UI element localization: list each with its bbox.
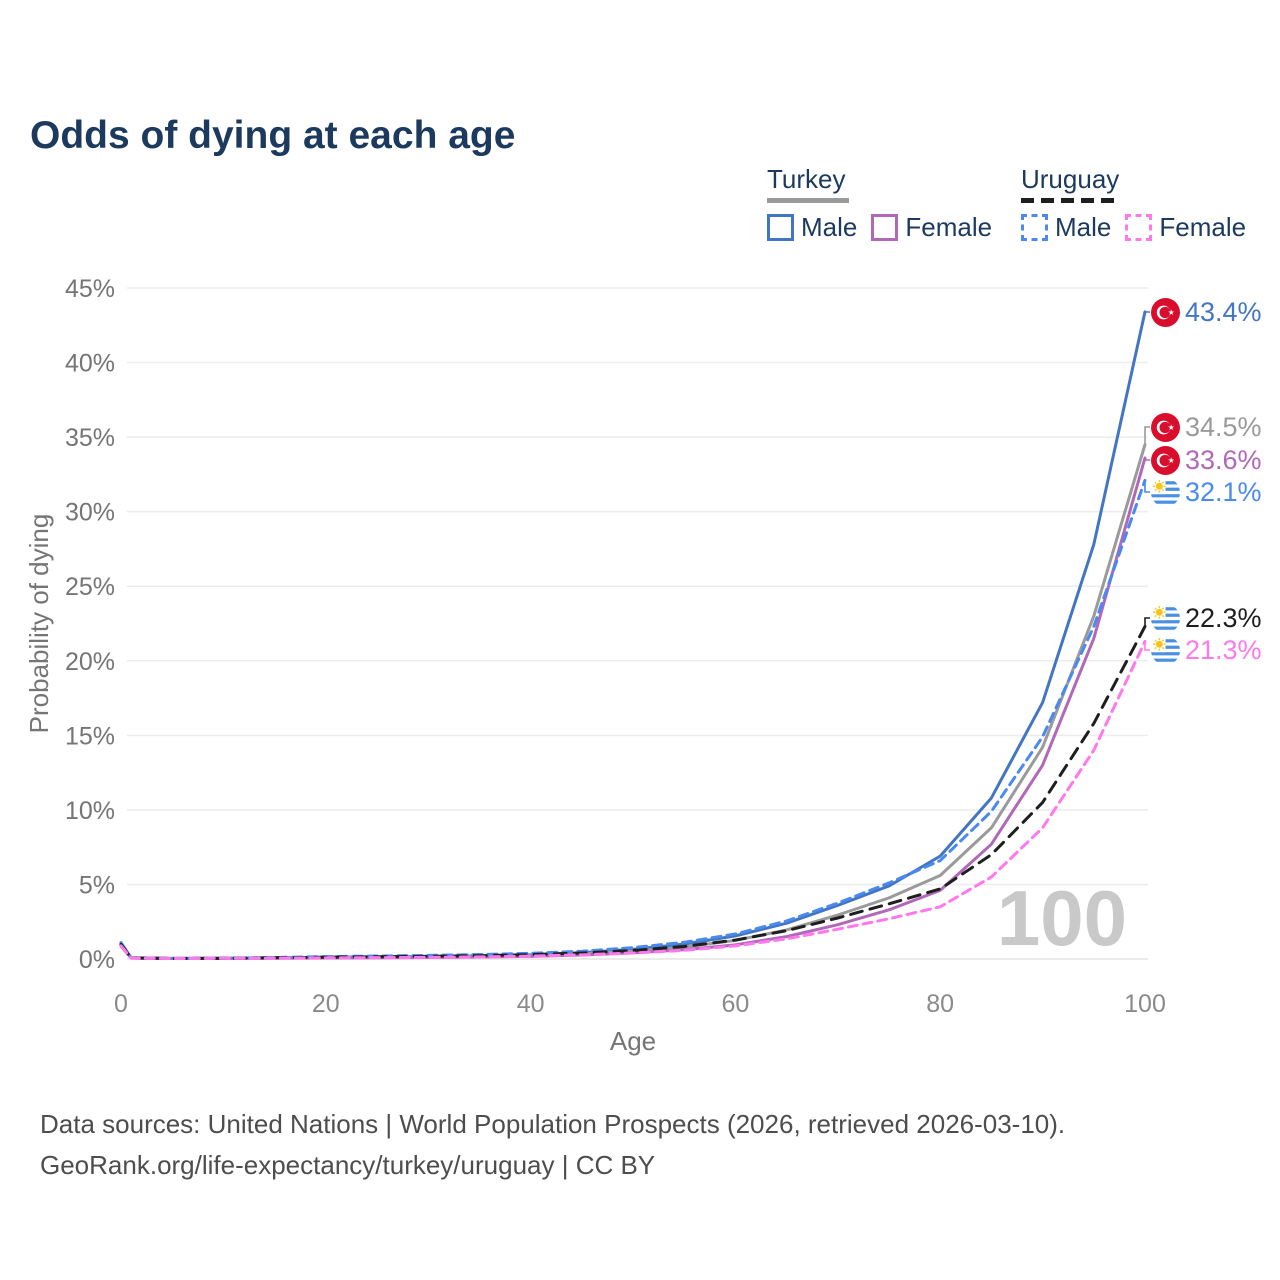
legend-group-turkey: Turkey Male Female — [767, 164, 992, 243]
legend-item-label: Male — [801, 212, 858, 242]
legend-item-turkey-female[interactable]: Female — [871, 212, 992, 243]
data-sources-text: Data sources: United Nations | World Pop… — [40, 1109, 1066, 1139]
legend-country-turkey: Turkey — [767, 164, 846, 194]
end-label-uruguay-both-sexes: 22.3% — [1151, 603, 1262, 633]
uruguay-flag-icon — [1151, 635, 1180, 665]
attribution-text: GeoRank.org/life-expectancy/turkey/urugu… — [40, 1150, 656, 1180]
label-leader-line — [1144, 426, 1150, 445]
legend-item-uruguay-female[interactable]: Female — [1125, 212, 1246, 243]
y-axis-tick: 25% — [65, 573, 115, 601]
end-label-turkey-male: 43.4% — [1151, 297, 1262, 327]
age-watermark: 100 — [997, 874, 1127, 962]
x-axis-tick: 20 — [312, 990, 340, 1018]
end-label-value: 21.3% — [1185, 634, 1262, 665]
end-label-turkey-female: 33.6% — [1151, 445, 1262, 475]
legend-uruguay-dashed-line-sample — [1021, 198, 1120, 203]
label-leader-line — [1144, 641, 1150, 651]
turkey-flag-icon — [1151, 445, 1180, 475]
footer: Data sources: United Nations | World Pop… — [40, 1104, 1065, 1186]
label-leader-line — [1144, 480, 1150, 493]
turkey-flag-icon — [1151, 412, 1180, 442]
y-axis-tick: 40% — [65, 350, 115, 378]
legend-item-label: Female — [905, 212, 993, 242]
series-line-turkey-male — [119, 310, 1147, 960]
uruguay-female-swatch-icon — [1125, 214, 1153, 241]
legend-item-uruguay-male[interactable]: Male — [1021, 212, 1111, 243]
series-line-uruguay-male — [119, 478, 1147, 960]
x-axis-title: Age — [610, 1026, 656, 1056]
legend-item-label: Male — [1055, 212, 1112, 242]
uruguay-flag-icon — [1151, 603, 1180, 633]
y-axis-tick: 15% — [65, 722, 115, 750]
turkey-female-swatch-icon — [871, 214, 899, 241]
legend-item-turkey-male[interactable]: Male — [767, 212, 857, 243]
end-label-value: 22.3% — [1185, 602, 1262, 633]
y-axis-tick: 35% — [65, 424, 115, 452]
label-leader-line — [1144, 617, 1150, 627]
mortality-line-chart: 0% 5% 10% 15% 20% 25% 30% 35% 40% 45% 0 20 40 60 80 100… — [24, 275, 1166, 1056]
series-line-turkey-both-sexes — [119, 443, 1147, 960]
page-title: Odds of dying at each age — [30, 114, 516, 158]
x-axis-tick: 40 — [517, 990, 545, 1018]
end-label-value: 33.6% — [1185, 444, 1262, 475]
turkey-male-swatch-icon — [767, 214, 794, 241]
y-axis-tick: 20% — [65, 648, 115, 676]
y-axis-tick: 5% — [79, 871, 115, 899]
series-line-turkey-female — [119, 456, 1147, 961]
end-label-uruguay-female: 21.3% — [1151, 635, 1262, 665]
label-leader-line — [1144, 457, 1150, 461]
end-label-value: 32.1% — [1185, 476, 1262, 507]
legend-country-uruguay: Uruguay — [1021, 164, 1120, 194]
end-label-uruguay-male: 32.1% — [1151, 477, 1262, 507]
y-axis-tick: 30% — [65, 499, 115, 527]
series-line-uruguay-female — [119, 639, 1147, 961]
x-axis-tick: 0 — [114, 990, 128, 1018]
legend-group-uruguay: Uruguay Male Female — [1021, 164, 1246, 243]
x-axis-tick: 100 — [1124, 990, 1166, 1018]
x-axis-tick: 60 — [721, 990, 749, 1018]
end-label-value: 43.4% — [1185, 296, 1262, 327]
end-label-value: 34.5% — [1185, 411, 1262, 442]
end-label-turkey-both-sexes: 34.5% — [1151, 412, 1262, 442]
series-line-uruguay-both-sexes — [119, 624, 1147, 960]
legend-turkey-solid-line-sample — [767, 198, 849, 203]
y-axis-title: Probability of dying — [24, 514, 54, 734]
uruguay-male-swatch-icon — [1021, 214, 1048, 241]
y-axis-tick: 0% — [79, 946, 115, 974]
turkey-flag-icon — [1151, 297, 1180, 327]
legend-item-label: Female — [1159, 212, 1247, 242]
x-axis-tick: 80 — [926, 990, 954, 1018]
uruguay-flag-icon — [1151, 477, 1180, 507]
y-axis-tick: 45% — [65, 275, 115, 303]
y-axis-tick: 10% — [65, 797, 115, 825]
